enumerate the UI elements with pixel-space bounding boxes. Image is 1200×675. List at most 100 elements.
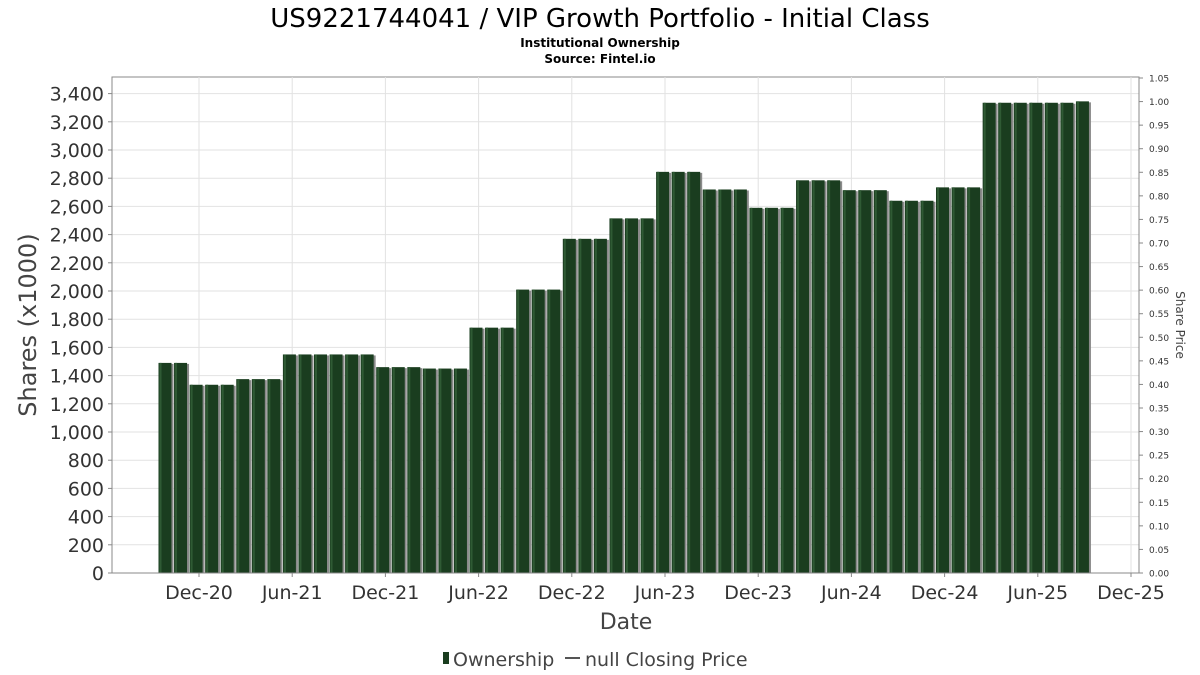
- ownership-bar: [516, 289, 532, 573]
- ownership-bar: [391, 367, 407, 573]
- chart-subtitle-1: Institutional Ownership: [520, 36, 680, 50]
- x-tick-label: Jun-21: [261, 582, 323, 604]
- y-tick-label: 0: [92, 563, 104, 585]
- ownership-bar: [656, 171, 672, 574]
- y2-tick-label: 0.35: [1149, 405, 1169, 415]
- y-tick-label: 1,000: [50, 422, 104, 444]
- ownership-bar: [485, 327, 501, 573]
- legend: Ownership null Closing Price: [443, 649, 748, 671]
- y2-tick-label: 0.50: [1149, 334, 1169, 344]
- y2-tick-label: 0.05: [1149, 546, 1169, 556]
- y2-tick-label: 0.20: [1149, 475, 1169, 485]
- y2-tick-label: 0.00: [1149, 570, 1169, 580]
- y2-tick-label: 0.80: [1149, 192, 1169, 202]
- ownership-bar: [531, 289, 547, 573]
- ownership-bar: [547, 289, 563, 573]
- ownership-bar: [438, 368, 454, 573]
- y-tick-label: 1,800: [50, 309, 104, 331]
- y2-tick-label: 0.60: [1149, 287, 1169, 297]
- legend-ownership-swatch: [443, 652, 449, 664]
- y2-tick-label: 0.40: [1149, 381, 1169, 391]
- ownership-bar: [158, 362, 174, 573]
- ownership-bar: [578, 238, 594, 573]
- x-tick-label: Dec-23: [724, 582, 792, 604]
- ownership-bar: [625, 218, 640, 573]
- x-tick-label: Jun-23: [634, 582, 696, 604]
- y2-tick-label: 0.90: [1149, 145, 1169, 155]
- legend-price-label: null Closing Price: [585, 649, 748, 671]
- y-tick-label: 3,400: [50, 84, 104, 106]
- y-tick-label: 2,800: [50, 168, 104, 190]
- ownership-bar: [453, 368, 469, 573]
- ownership-bar: [593, 238, 609, 573]
- y-tick-label: 1,400: [50, 366, 104, 388]
- ownership-bar: [1029, 102, 1045, 573]
- x-tick-label: Dec-20: [165, 582, 233, 604]
- ownership-bar: [764, 207, 780, 573]
- ownership-bar: [360, 354, 376, 573]
- y-tick-label: 3,000: [50, 140, 104, 162]
- y-tick-label: 400: [68, 507, 104, 529]
- ownership-bar: [671, 171, 687, 574]
- ownership-bar: [174, 362, 190, 573]
- y2-tick-label: 1.00: [1149, 98, 1169, 108]
- ownership-bar: [889, 200, 905, 573]
- ownership-bar: [236, 379, 252, 573]
- ownership-bar: [687, 171, 703, 574]
- ownership-bar: [842, 190, 858, 573]
- chart-title: US9221744041 / VIP Growth Portfolio - In…: [270, 4, 930, 34]
- ownership-bar: [205, 384, 221, 573]
- legend-ownership-label: Ownership: [453, 649, 554, 671]
- ownership-bar: [811, 180, 827, 573]
- y-tick-label: 1,600: [50, 337, 104, 359]
- ownership-bar: [749, 207, 765, 573]
- ownership-bar: [718, 189, 734, 574]
- y2-tick-label: 1.05: [1149, 75, 1169, 85]
- y2-tick-label: 0.85: [1149, 169, 1169, 179]
- ownership-bar: [314, 354, 329, 573]
- ownership-bar: [251, 379, 267, 573]
- y-tick-label: 2,000: [50, 281, 104, 303]
- ownership-bar: [780, 207, 796, 573]
- ownership-bar: [982, 102, 998, 573]
- ownership-bar: [407, 367, 423, 573]
- y2-tick-label: 0.95: [1149, 122, 1169, 132]
- y-tick-label: 600: [68, 478, 104, 500]
- y2-tick-label: 0.10: [1149, 522, 1169, 532]
- ownership-bar: [1060, 102, 1076, 573]
- y2-tick-label: 0.45: [1149, 357, 1169, 367]
- ownership-bar: [733, 189, 749, 574]
- x-tick-label: Dec-21: [351, 582, 419, 604]
- y2-tick-label: 0.70: [1149, 240, 1169, 250]
- x-tick-label: Jun-25: [1006, 582, 1068, 604]
- y-tick-label: 2,200: [50, 253, 104, 275]
- ownership-bar: [998, 102, 1014, 573]
- x-tick-label: Dec-22: [538, 582, 606, 604]
- y-tick-label: 3,200: [50, 112, 104, 134]
- y2-axis-label: Share Price: [1173, 291, 1187, 359]
- ownership-bar: [796, 180, 812, 573]
- ownership-bar: [345, 354, 361, 573]
- ownership-bars: [158, 101, 1091, 574]
- ownership-bar: [858, 190, 874, 573]
- ownership-bar: [702, 189, 718, 574]
- ownership-bar: [827, 180, 843, 573]
- ownership-bar: [1013, 102, 1029, 573]
- ownership-bar: [904, 200, 920, 573]
- y-tick-label: 1,200: [50, 394, 104, 416]
- ownership-bar: [220, 384, 236, 573]
- ownership-bar: [936, 187, 951, 574]
- y2-tick-label: 0.55: [1149, 310, 1169, 320]
- y-axis-label: Shares (x1000): [14, 233, 42, 416]
- axes: 0 200 400 600 800 1,000 1,200 1,400 1,600 1,800 2,…: [50, 75, 1170, 605]
- ownership-bar: [376, 367, 392, 573]
- y-tick-label: 800: [68, 450, 104, 472]
- x-tick-label: Jun-24: [820, 582, 882, 604]
- ownership-bar: [329, 354, 345, 573]
- ownership-bar: [920, 200, 936, 573]
- ownership-bar: [469, 327, 485, 573]
- y2-tick-label: 0.15: [1149, 499, 1169, 509]
- y-tick-label: 200: [68, 535, 104, 557]
- ownership-bar: [873, 190, 889, 573]
- ownership-bar: [1044, 102, 1060, 573]
